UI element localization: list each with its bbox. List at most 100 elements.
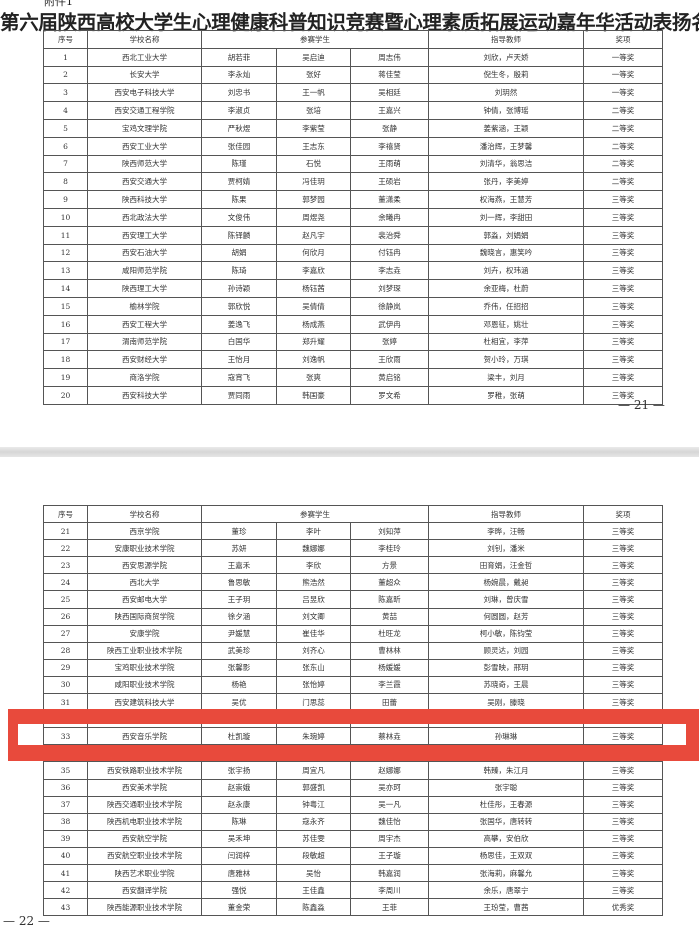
table-row: 39 西安航空学院 吴禾坤 苏佳雯 周宇杰 高攀，安伯欣 三等奖: [43, 829, 664, 848]
table-row: 1 西北工业大学 胡若菲 吴启迪 周志伟 刘欣，卢天娇 一等奖: [43, 47, 664, 67]
student-2: 吴启迪: [276, 47, 351, 67]
school-name: 西安交通大学: [87, 172, 202, 192]
student-1: 郭欣悦: [201, 296, 277, 316]
table-row: 3 西安电子科技大学 刘忠书 王一帆 吴相廷 刘玥然 一等奖: [43, 83, 664, 103]
student-2: 刘齐心: [276, 641, 351, 660]
student-3: 赵娜娜: [349, 761, 430, 780]
table-row: 27 安康学院 尹媛慧 崔佳华 杜旺龙 柯小敏，陈钧莹 三等奖: [43, 624, 664, 643]
page-number-22: — 22 —: [3, 914, 50, 928]
row-number: 30: [43, 675, 88, 695]
student-1: 贾柯婧: [201, 172, 277, 192]
row-number: 15: [43, 296, 88, 316]
student-1: 王子玥: [201, 590, 277, 609]
page-number-21: — 21 —: [618, 398, 665, 412]
student-1: 武美珍: [201, 641, 277, 660]
award: 三等奖: [583, 863, 664, 883]
header-no: 序号: [43, 30, 88, 49]
row-number: 25: [43, 590, 88, 609]
teachers: 何圆圆，赵芳: [428, 607, 585, 626]
student-2: 杨成燕: [276, 314, 351, 334]
table-row: 2 长安大学 李永灿 张好 蒋佳莹 倪生冬，殷莉 一等奖: [43, 65, 664, 85]
table-header-row: 序号 学校名称 参赛学生 指导教师 奖项: [43, 30, 664, 49]
teachers: 张国华，唐转转: [428, 812, 585, 831]
student-3: 黄喆: [349, 607, 430, 626]
award: 三等奖: [583, 675, 664, 695]
student-3: 李志垚: [349, 261, 430, 281]
award: 三等奖: [583, 881, 664, 900]
table-row: 14 陕西理工大学 孙诗颖 杨钰茜 刘梦琛 余亚梅，杜蔚 三等奖: [43, 279, 664, 298]
award: 三等奖: [583, 261, 664, 281]
student-3: 武伊冉: [349, 314, 430, 334]
student-1: 唐雅林: [201, 863, 277, 883]
student-1: 陈铎麟: [201, 225, 277, 245]
award: 二等奖: [583, 154, 664, 174]
student-2: 钟粤江: [276, 795, 351, 814]
teachers: 张丹，李美婷: [428, 172, 585, 192]
student-3: 余曦冉: [349, 207, 430, 227]
table-row: 38 陕西机电职业技术学院 陈琳 寇永齐 魏佳怡 张国华，唐转转 三等奖: [43, 812, 664, 831]
teachers: 刘欣，卢天娇: [428, 47, 585, 67]
student-3: 周宇杰: [349, 829, 430, 848]
student-1: 陈瑾: [201, 154, 277, 174]
student-1: 张馨影: [201, 658, 277, 677]
student-2: 张东山: [276, 658, 351, 677]
row-number: 4: [43, 101, 88, 120]
student-2: 王一帆: [276, 83, 351, 103]
student-1: 陈果: [201, 190, 277, 209]
header-award: 奖项: [583, 30, 664, 49]
student-2: 刘逸帆: [276, 350, 351, 370]
row-number: 14: [43, 279, 88, 298]
row-number: 18: [43, 350, 88, 370]
header-teachers: 指导教师: [428, 30, 585, 49]
school-name: 长安大学: [87, 65, 202, 85]
header-school: 学校名称: [87, 30, 202, 49]
student-3: 方景: [349, 556, 430, 575]
school-name: 渭南师范学院: [87, 332, 202, 352]
student-1: 赵崇娥: [201, 778, 277, 797]
student-1: 苏妍: [201, 539, 277, 558]
table-row: 18 西安财经大学 王怡月 刘逸帆 王欣雨 贺小玲，万琪 三等奖: [43, 350, 664, 370]
teachers: 杜佳彤，王春源: [428, 795, 585, 814]
student-2: 郭盛凯: [276, 778, 351, 797]
teachers: 杨思佳，王双双: [428, 846, 585, 865]
student-2: 张怡婷: [276, 675, 351, 695]
student-3: 杨媛媛: [349, 658, 430, 677]
student-1: 董珍: [201, 522, 277, 541]
row-number: 16: [43, 314, 88, 334]
student-2: 张爽: [276, 368, 351, 387]
school-name: 宝鸡职业技术学院: [87, 658, 202, 677]
award: 三等奖: [583, 778, 664, 797]
award: 二等奖: [583, 172, 664, 192]
award: 三等奖: [583, 385, 664, 405]
row-number: 22: [43, 539, 88, 558]
row-number: 11: [43, 225, 88, 245]
student-1: 姜逸飞: [201, 314, 277, 334]
row-number: 35: [43, 761, 88, 780]
award: 三等奖: [583, 225, 664, 245]
student-3: 董潇柔: [349, 190, 430, 209]
school-name: 陕西艺术职业学院: [87, 863, 202, 883]
student-1: 赵永康: [201, 795, 277, 814]
row-number: 29: [43, 658, 88, 677]
student-2: 周煜尧: [276, 207, 351, 227]
row-number: 20: [43, 385, 88, 405]
award: 三等奖: [583, 573, 664, 592]
school-name: 西北政法大学: [87, 207, 202, 227]
student-2: 李嘉欣: [276, 261, 351, 281]
student-1: 李淑贞: [201, 101, 277, 120]
school-name: 西安航空学院: [87, 829, 202, 848]
teachers: 张宇聪: [428, 778, 585, 797]
student-2: 魏娜娜: [276, 539, 351, 558]
school-name: 西安铁路职业技术学院: [87, 761, 202, 780]
award: 三等奖: [583, 761, 664, 780]
teachers: 梁丰，刘月: [428, 368, 585, 387]
teachers: 余乐，唐翠宁: [428, 881, 585, 900]
teachers: 刘琳，曾庆雪: [428, 590, 585, 609]
row-number: 27: [43, 624, 88, 643]
student-3: 王雨萌: [349, 154, 430, 174]
award: 三等奖: [583, 350, 664, 370]
teachers: 倪生冬，殷莉: [428, 65, 585, 85]
student-1: 尹媛慧: [201, 624, 277, 643]
school-name: 咸阳师范学院: [87, 261, 202, 281]
table-row: 19 商洛学院 寇宵飞 张爽 黄启铭 梁丰，刘月 三等奖: [43, 368, 664, 387]
